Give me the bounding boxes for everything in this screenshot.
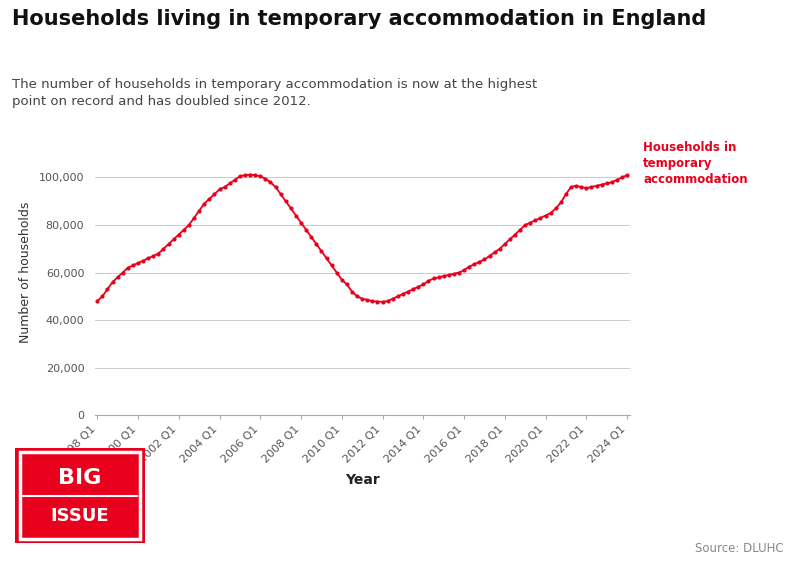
Text: Households in
temporary
accommodation: Households in temporary accommodation <box>643 141 747 186</box>
Y-axis label: Number of households: Number of households <box>19 202 32 343</box>
Text: ISSUE: ISSUE <box>51 507 109 526</box>
Text: Households living in temporary accommodation in England: Households living in temporary accommoda… <box>12 9 706 29</box>
Text: Source: DLUHC: Source: DLUHC <box>696 542 784 555</box>
Text: The number of households in temporary accommodation is now at the highest
point : The number of households in temporary ac… <box>12 78 537 108</box>
X-axis label: Year: Year <box>345 473 380 487</box>
FancyBboxPatch shape <box>15 448 145 543</box>
Text: BIG: BIG <box>58 469 102 488</box>
FancyBboxPatch shape <box>20 452 140 539</box>
